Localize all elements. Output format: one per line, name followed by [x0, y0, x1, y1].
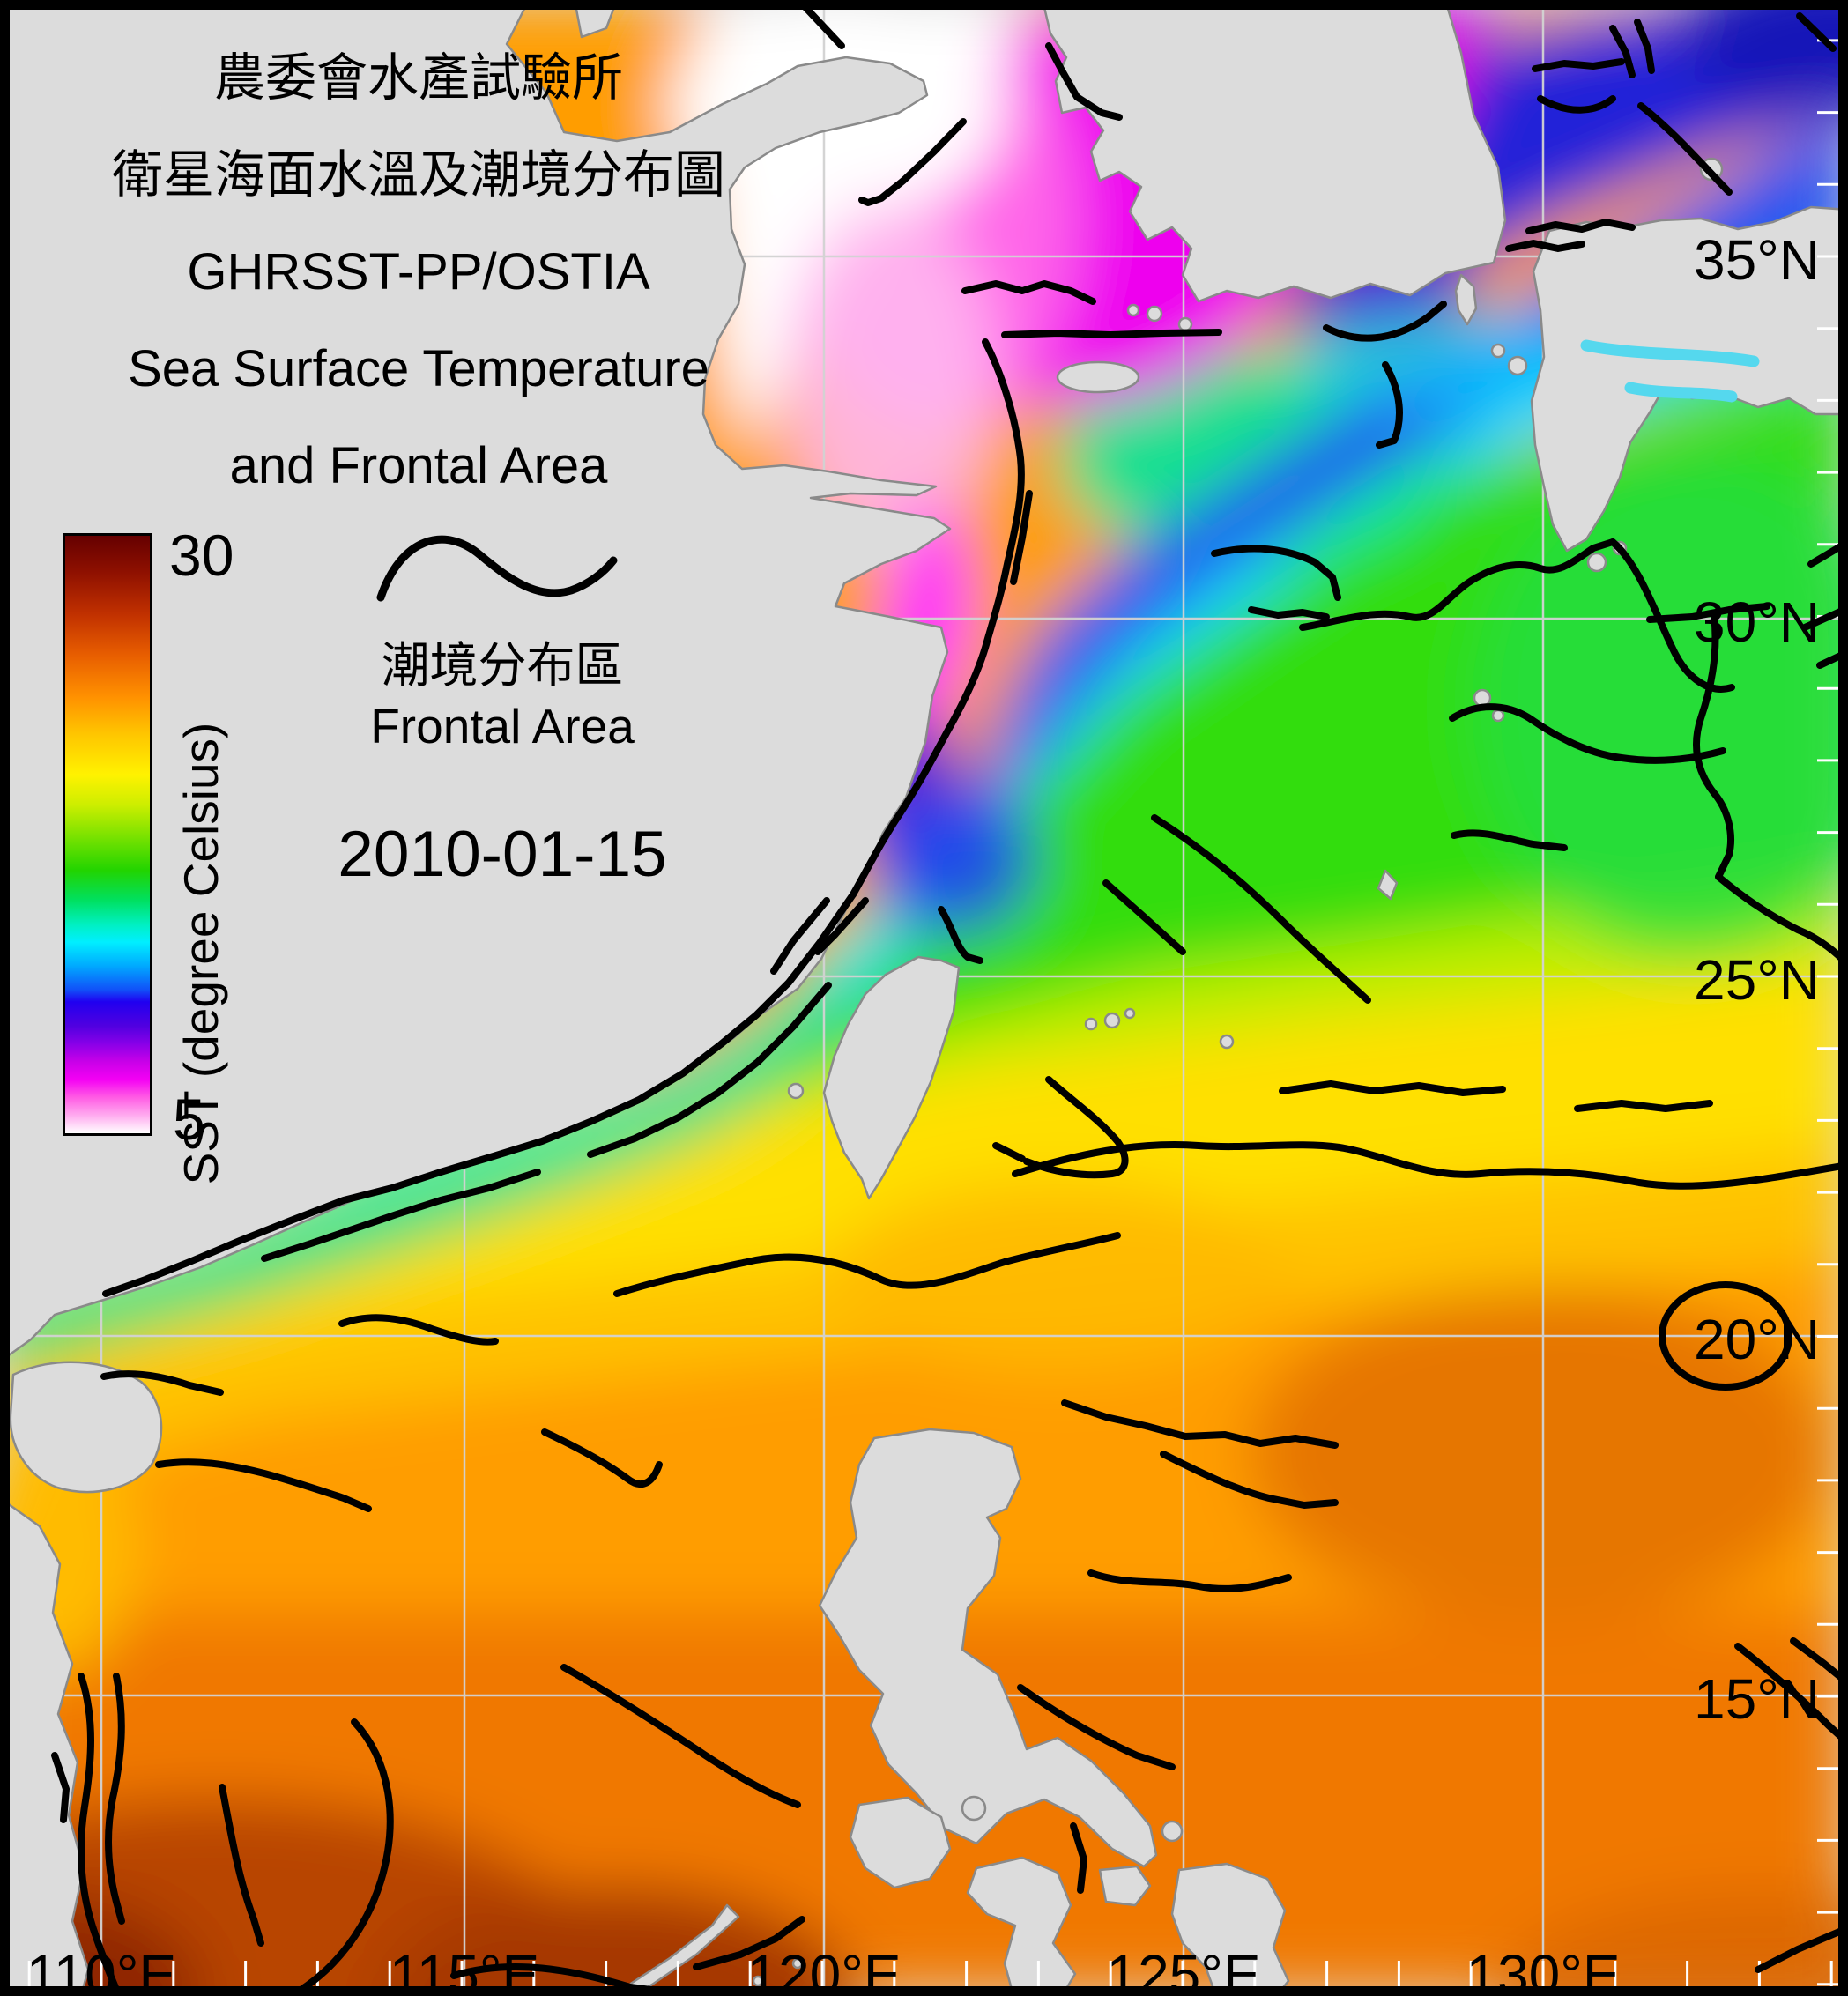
lon-label-115e: 115°E [389, 1943, 540, 1996]
date-label: 2010-01-15 [338, 819, 667, 890]
lon-label-130e: 130°E [1466, 1943, 1621, 1996]
korea-peninsula [1041, 0, 1507, 303]
hainan-island [9, 1361, 163, 1494]
seto-inland-sea [1580, 339, 1760, 403]
lat-label-35n: 35°N [1694, 228, 1820, 292]
penghu-islands [787, 1082, 805, 1100]
panay-negros [966, 1856, 1077, 1996]
lat-label-20n: 20°N [1694, 1308, 1820, 1371]
lat-label-30n: 30°N [1694, 590, 1820, 654]
title-line-zh-2: 衛星海面水溫及潮境分布圖 [111, 146, 725, 204]
front-ring-20n [1659, 1281, 1792, 1391]
lon-label-120e: 120°E [746, 1943, 902, 1996]
luzon-island [818, 1428, 1158, 1868]
title-line-zh-1: 農委會水產試驗所 [213, 49, 623, 107]
lat-label-25n: 25°N [1694, 948, 1820, 1012]
mindoro-island [849, 1796, 952, 1889]
masbate-island [1098, 1865, 1152, 1907]
lat-label-15n: 15°N [1694, 1667, 1820, 1731]
title-line-en-1: Sea Surface Temperature [128, 340, 709, 397]
taiwan-island [822, 955, 961, 1200]
lon-label-110e: 110°E [26, 1943, 177, 1996]
frontal-area-label-en: Frontal Area [370, 699, 635, 753]
colorbar-axis-label: SST (degree Celsius) [174, 722, 228, 1185]
sst-colorbar [63, 533, 152, 1136]
jeju-island [1056, 360, 1140, 394]
colorbar-min-label: 5 [173, 1087, 205, 1152]
lon-label-125e: 125°E [1106, 1943, 1261, 1996]
colorbar-max-label: 30 [169, 523, 234, 588]
tsushima-island [1454, 273, 1478, 326]
title-line-product: GHRSST-PP/OSTIA [187, 243, 650, 301]
frontal-area-symbol [376, 535, 618, 602]
okinawa-island [1377, 869, 1399, 901]
frontal-lines [51, 0, 1848, 1996]
title-block: 農委會水產試驗所 衛星海面水溫及潮境分布圖 GHRSST-PP/OSTIA Se… [71, 30, 767, 515]
title-line-en-2: and Frontal Area [229, 437, 608, 494]
frontal-area-label-zh: 潮境分布區 [381, 638, 624, 693]
